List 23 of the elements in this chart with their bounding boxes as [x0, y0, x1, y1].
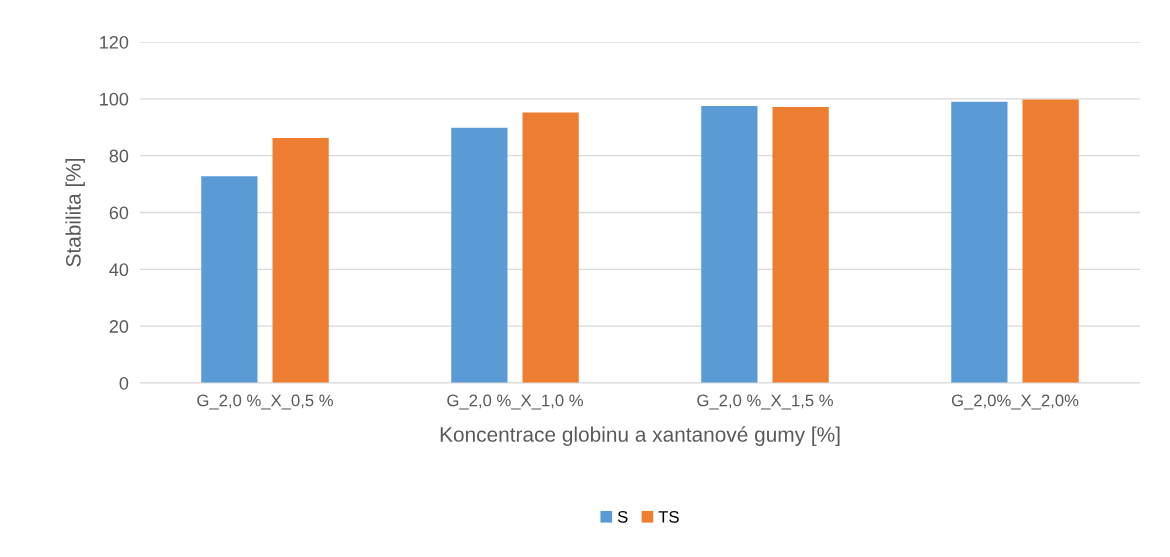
bar — [951, 101, 1008, 383]
x-tick-label: G_2,0 %_X_0,5 % — [197, 394, 333, 410]
x-tick-label: G_2,0 %_X_1,0 % — [447, 394, 583, 410]
y-tick-label: 120 — [100, 35, 129, 49]
legend-label: TS — [658, 510, 679, 523]
y-tick-label: 80 — [109, 149, 129, 163]
bar — [201, 176, 258, 383]
y-tick-label: 20 — [109, 320, 129, 333]
bar — [1022, 99, 1079, 383]
y-tick-label: 60 — [109, 206, 129, 220]
x-tick-label: G_2,0%_X_2,0% — [951, 394, 1079, 410]
y-axis-title: Stabilita [%] — [65, 158, 85, 267]
y-tick-label: 100 — [100, 92, 129, 106]
bar — [451, 127, 508, 383]
bar — [701, 105, 758, 383]
x-axis-title: Koncentrace globinu a xantanové gumy [%] — [440, 426, 840, 446]
y-tick-label: 40 — [109, 263, 129, 277]
y-tick-label: 0 — [119, 376, 129, 390]
legend-label: S — [617, 510, 628, 523]
bar — [272, 138, 329, 383]
x-tick-label: G_2,0 %_X_1,5 % — [697, 394, 833, 410]
bar — [522, 112, 579, 383]
bar — [772, 107, 829, 383]
